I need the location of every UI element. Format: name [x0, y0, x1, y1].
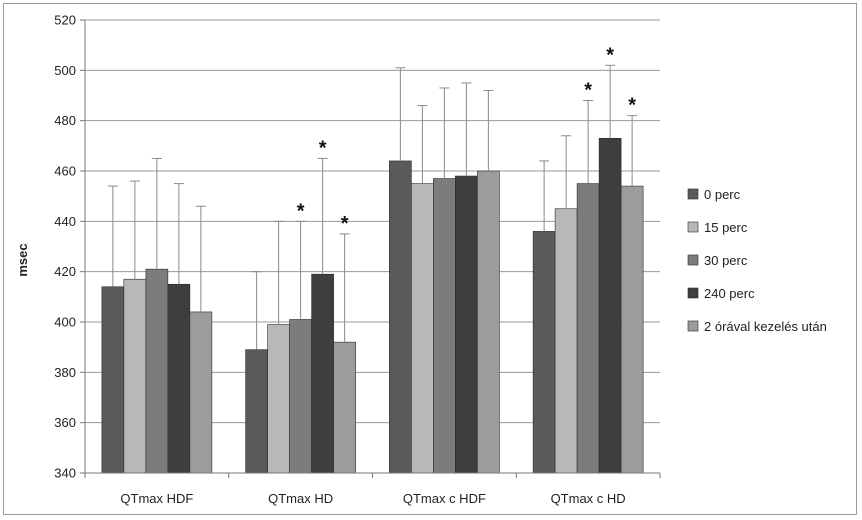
bar: [477, 170, 500, 474]
significance-markers: * * * * * *: [297, 44, 637, 235]
bar: [554, 208, 578, 474]
y-tick-label: 440: [54, 214, 76, 229]
bar: [333, 341, 356, 474]
legend: 0 perc 15 perc 30 perc 240 perc 2 órával kez…: [687, 187, 827, 334]
bar: [289, 319, 312, 474]
legend-label: 0 perc: [704, 187, 741, 202]
x-category-label: QTmax HDF: [120, 491, 193, 506]
x-category-label: QTmax c HDF: [403, 491, 486, 506]
bar: [189, 311, 213, 474]
y-tick-label: 520: [54, 13, 76, 28]
y-tick-label: 400: [54, 315, 76, 330]
bar: [311, 273, 334, 474]
bar: [411, 183, 434, 474]
bar: [267, 324, 290, 474]
bar: [123, 278, 147, 474]
legend-label: 240 perc: [704, 286, 755, 301]
y-tick-label: 340: [54, 466, 76, 481]
legend-label: 15 perc: [704, 220, 748, 235]
bar: [101, 286, 125, 474]
bar: [389, 160, 412, 474]
y-tick-label: 460: [54, 164, 76, 179]
bar: [576, 183, 600, 474]
error-bars: [107, 64, 638, 350]
legend-swatch: [687, 188, 699, 200]
axes: 340 360 380 400 420 440 460 480 500 520 QTmax HDF Q…: [54, 13, 661, 506]
y-tick-label: 360: [54, 415, 76, 430]
bar: [245, 349, 268, 474]
legend-swatch: [687, 254, 699, 266]
bar: [145, 268, 169, 474]
legend-label: 2 órával kezelés után: [704, 319, 827, 334]
y-axis-title: msec: [15, 243, 30, 276]
bar: [598, 137, 622, 474]
legend-swatch: [687, 287, 699, 299]
bar: [433, 178, 456, 474]
y-tick-label: 480: [54, 113, 76, 128]
x-category-label: QTmax c HD: [551, 491, 626, 506]
bar: [167, 283, 191, 474]
y-tick-label: 380: [54, 365, 76, 380]
legend-label: 30 perc: [704, 253, 748, 268]
significance-star: *: [628, 95, 636, 117]
x-category-label: QTmax HD: [268, 491, 333, 506]
legend-swatch: [687, 221, 699, 233]
y-tick-label: 420: [54, 264, 76, 279]
significance-star: *: [584, 80, 592, 102]
bar: [455, 175, 478, 474]
y-tick-label: 500: [54, 63, 76, 78]
significance-star: *: [297, 200, 305, 222]
significance-star: *: [606, 44, 614, 66]
bar: [620, 185, 644, 474]
bar: [532, 231, 556, 474]
significance-star: *: [319, 137, 327, 159]
legend-swatch: [687, 320, 699, 332]
significance-star: *: [341, 213, 349, 235]
